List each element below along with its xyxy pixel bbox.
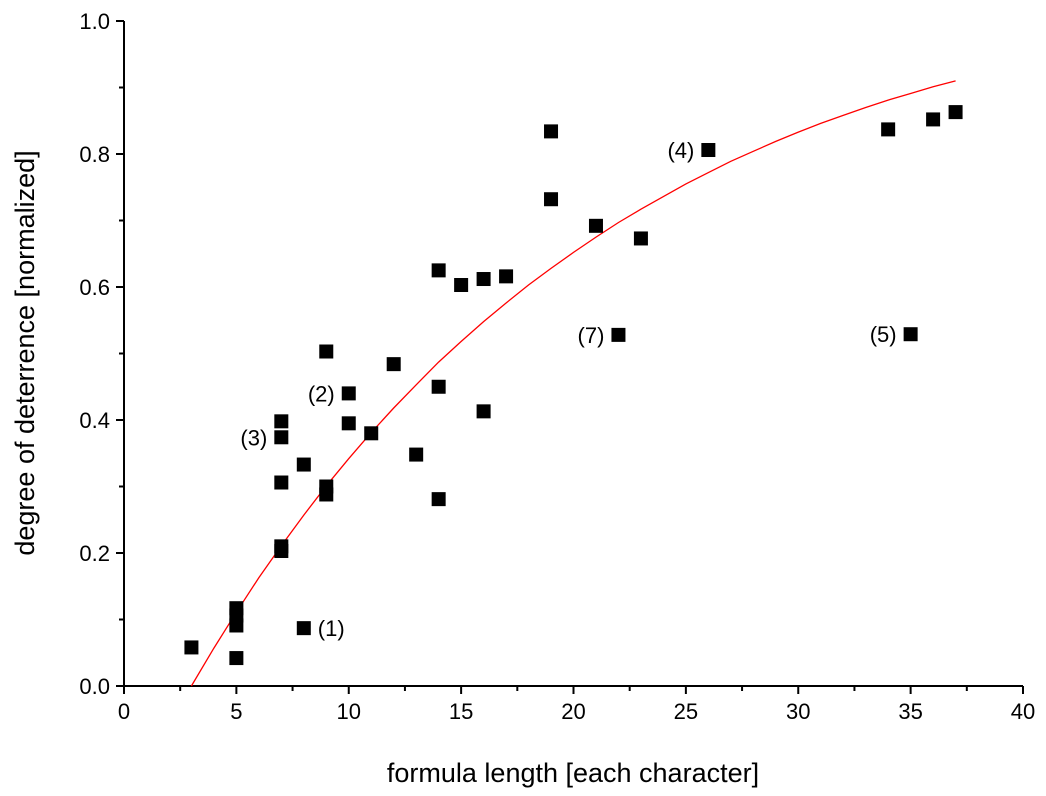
- data-point: [476, 404, 491, 419]
- data-point: [341, 416, 356, 431]
- data-point: [611, 327, 626, 342]
- fit-curve-group: [190, 80, 956, 687]
- data-point: [319, 487, 334, 502]
- data-point: [274, 475, 289, 490]
- data-point: [431, 379, 446, 394]
- annotation-label: (3): [240, 425, 267, 450]
- y-axis-label: degree of deterrence [normalized]: [10, 150, 40, 555]
- x-tick-label: 15: [449, 699, 473, 724]
- data-point: [229, 618, 244, 633]
- data-point: [274, 414, 289, 429]
- x-tick-label: 25: [674, 699, 698, 724]
- data-point: [431, 492, 446, 507]
- x-tick-label: 0: [118, 699, 130, 724]
- x-tick-label: 20: [561, 699, 585, 724]
- axes: 0 5 10 15 20 25 30 35 40 0.0 0.2 0.4 0.6 0.8 1.0: [79, 9, 1035, 724]
- data-point: [454, 278, 469, 293]
- data-point: [431, 263, 446, 278]
- x-tick-label: 40: [1011, 699, 1035, 724]
- x-tick-label: 35: [898, 699, 922, 724]
- data-points: [184, 105, 963, 666]
- data-point: [544, 192, 559, 207]
- data-point: [926, 112, 941, 127]
- data-point: [386, 357, 401, 372]
- x-tick-label: 30: [786, 699, 810, 724]
- x-tick-label: 10: [337, 699, 361, 724]
- point-annotations: (1) (2) (3) (4) (5) (7): [240, 138, 896, 641]
- annotation-label: (4): [667, 138, 694, 163]
- y-tick-label: 0.8: [79, 142, 110, 167]
- data-point: [701, 143, 716, 158]
- x-axis-label: formula length [each character]: [387, 758, 759, 788]
- annotation-label: (1): [318, 616, 345, 641]
- data-point: [229, 651, 244, 666]
- data-point: [184, 640, 199, 655]
- x-tick-label: 5: [230, 699, 242, 724]
- data-point: [341, 386, 356, 401]
- y-tick-label: 0.0: [79, 674, 110, 699]
- fit-curve: [190, 80, 956, 687]
- data-point: [274, 544, 289, 559]
- annotation-label: (5): [870, 322, 897, 347]
- y-tick-label: 0.2: [79, 541, 110, 566]
- annotation-label: (2): [308, 381, 335, 406]
- data-point: [633, 231, 648, 246]
- y-tick-label: 1.0: [79, 9, 110, 34]
- data-point: [319, 344, 334, 359]
- data-point: [499, 269, 514, 284]
- data-point: [544, 124, 559, 139]
- data-point: [476, 272, 491, 287]
- y-tick-label: 0.6: [79, 275, 110, 300]
- data-point: [409, 447, 424, 462]
- data-point: [588, 218, 603, 233]
- annotation-label: (7): [578, 323, 605, 348]
- data-point: [296, 457, 311, 472]
- y-tick-label: 0.4: [79, 408, 110, 433]
- data-point: [364, 426, 379, 441]
- data-point: [948, 105, 963, 120]
- data-point: [903, 327, 918, 342]
- data-point: [274, 430, 289, 445]
- data-point: [296, 621, 311, 636]
- data-point: [881, 122, 896, 137]
